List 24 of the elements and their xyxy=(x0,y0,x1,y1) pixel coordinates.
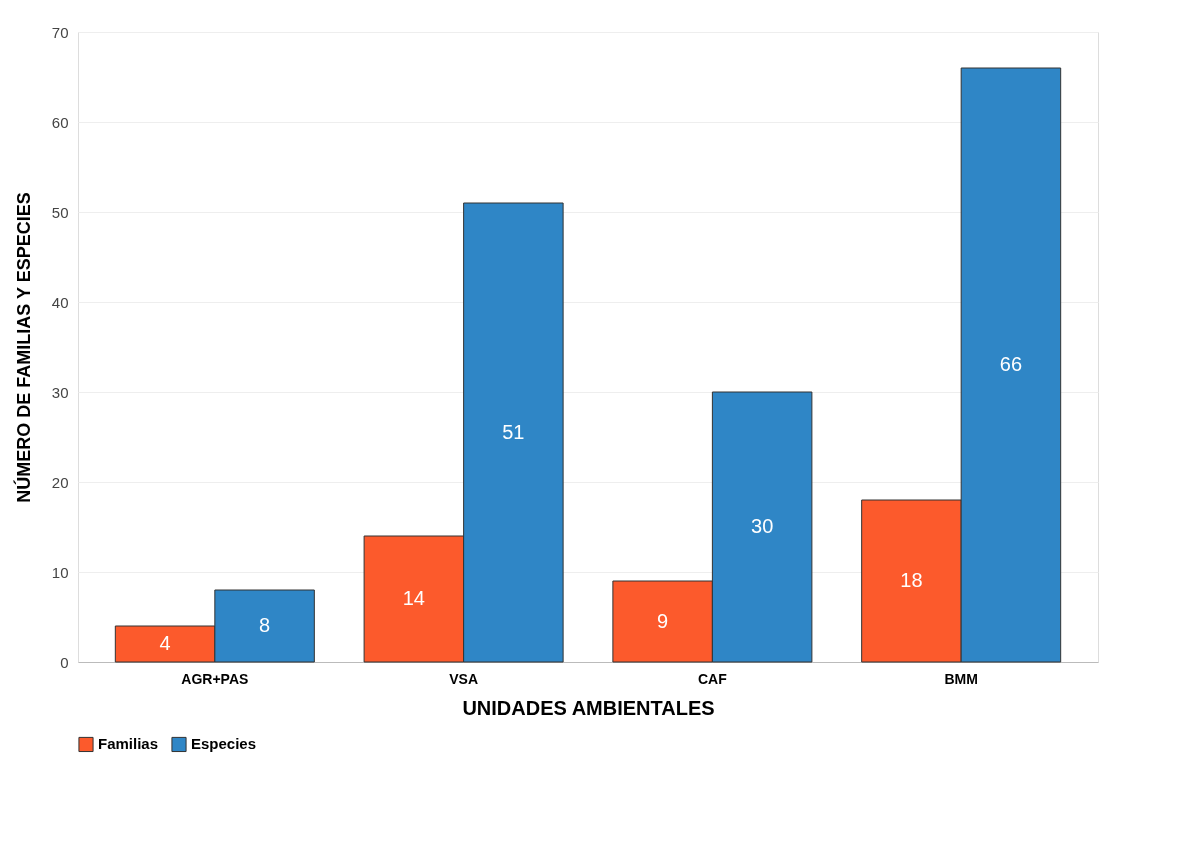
data-label: 51 xyxy=(502,420,525,443)
data-label: 18 xyxy=(900,569,923,591)
y-tick-label: 30 xyxy=(51,383,69,401)
y-tick-label: 40 xyxy=(51,293,69,311)
y-tick-label: 60 xyxy=(51,113,69,131)
legend-label: Especies xyxy=(191,735,257,753)
data-label: 4 xyxy=(159,632,171,654)
x-axis-title: UNIDADES AMBIENTALES xyxy=(462,696,715,719)
data-label: 66 xyxy=(999,353,1023,375)
data-label: 14 xyxy=(402,587,425,609)
data-label: 30 xyxy=(751,515,774,537)
y-tick-label: 20 xyxy=(51,473,69,491)
x-tick-label: VSA xyxy=(449,670,479,687)
data-label: 9 xyxy=(657,609,669,632)
x-tick-label: BMM xyxy=(944,670,978,687)
y-tick-label: 10 xyxy=(51,563,69,581)
x-tick-label: AGR+PAS xyxy=(181,670,249,687)
y-tick-label: 70 xyxy=(51,23,69,41)
data-label: 8 xyxy=(259,614,271,636)
x-tick-label: CAF xyxy=(698,670,728,687)
y-tick-label: 50 xyxy=(51,203,69,221)
legend-label: Familias xyxy=(98,735,159,753)
y-axis-title: NÚMERO DE FAMILIAS Y ESPECIES xyxy=(12,192,34,503)
y-tick-label: 0 xyxy=(60,653,69,671)
